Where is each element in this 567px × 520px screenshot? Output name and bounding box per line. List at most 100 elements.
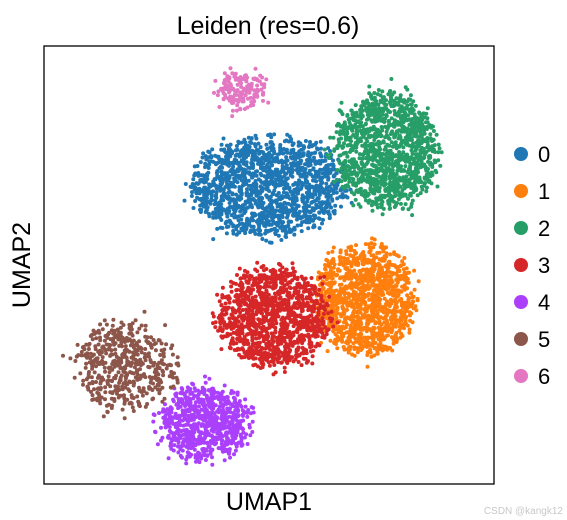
scatter-point: [330, 249, 335, 254]
scatter-point: [204, 207, 209, 212]
scatter-point: [183, 182, 188, 186]
scatter-point: [419, 112, 424, 117]
scatter-point: [375, 315, 380, 320]
scatter-point: [313, 150, 318, 155]
scatter-point: [339, 188, 343, 193]
scatter-point: [226, 210, 231, 215]
scatter-point: [339, 179, 344, 184]
scatter-point: [248, 166, 253, 170]
scatter-point: [391, 341, 396, 346]
scatter-point: [269, 135, 274, 140]
scatter-point: [253, 182, 258, 186]
scatter-point: [410, 213, 415, 218]
scatter-point: [198, 160, 203, 165]
scatter-point: [396, 265, 400, 269]
scatter-point: [385, 126, 390, 131]
scatter-point: [205, 177, 210, 181]
scatter-point: [402, 256, 407, 260]
scatter-point: [407, 143, 412, 148]
scatter-point: [262, 210, 266, 215]
scatter-point: [272, 226, 277, 231]
scatter-point: [417, 127, 422, 132]
scatter-point: [380, 128, 385, 133]
scatter-point: [365, 117, 369, 122]
scatter-point: [267, 203, 272, 207]
scatter-point: [269, 240, 274, 245]
scatter-point: [295, 166, 300, 171]
scatter-point: [387, 182, 392, 187]
scatter-point: [388, 206, 392, 211]
scatter-point: [342, 151, 347, 156]
scatter-point: [380, 125, 385, 130]
scatter-point: [399, 104, 404, 109]
scatter-point: [369, 203, 374, 208]
scatter-point: [297, 209, 302, 214]
scatter-point: [371, 253, 376, 258]
scatter-point: [401, 267, 406, 272]
scatter-point: [378, 118, 383, 123]
scatter-point: [329, 276, 334, 280]
scatter-point: [354, 134, 359, 139]
scatter-point: [281, 159, 285, 164]
scatter-point: [347, 125, 352, 130]
scatter-point: [238, 209, 243, 214]
scatter-point: [370, 333, 375, 338]
scatter-point: [345, 307, 349, 312]
scatter-point: [380, 344, 385, 349]
scatter-point: [287, 219, 292, 224]
scatter-point: [209, 198, 214, 203]
scatter-point: [277, 356, 281, 361]
scatter-point: [358, 204, 363, 209]
scatter-point: [317, 185, 322, 190]
scatter-point: [225, 143, 229, 148]
scatter-point: [394, 253, 399, 258]
scatter-point: [275, 204, 280, 209]
scatter-point: [378, 158, 383, 163]
scatter-point: [267, 157, 272, 162]
scatter-point: [248, 192, 252, 197]
scatter-point: [351, 203, 356, 208]
scatter-point: [332, 299, 337, 304]
scatter-point: [286, 139, 291, 144]
scatter-point: [405, 293, 410, 298]
scatter-point: [387, 160, 391, 165]
scatter-point: [265, 184, 270, 189]
scatter-point: [383, 189, 388, 193]
scatter-point: [371, 325, 376, 330]
scatter-point: [199, 173, 204, 178]
scatter-point: [386, 274, 391, 279]
scatter-point: [374, 173, 379, 178]
scatter-point: [251, 196, 256, 201]
scatter-point: [363, 258, 368, 263]
scatter-point: [286, 201, 291, 206]
scatter-point: [307, 156, 312, 161]
scatter-point: [335, 346, 340, 351]
scatter-point: [365, 109, 369, 114]
scatter-point: [402, 270, 407, 275]
scatter-point: [219, 169, 224, 174]
scatter-point: [314, 202, 319, 207]
scatter-point: [372, 237, 377, 242]
scatter-point: [205, 173, 210, 178]
scatter-point: [246, 341, 251, 346]
scatter-point: [302, 201, 307, 206]
scatter-point: [266, 174, 271, 179]
scatter-point: [400, 334, 405, 338]
scatter-point: [331, 191, 336, 195]
scatter-point: [320, 335, 325, 340]
scatter-point: [393, 102, 397, 107]
scatter-point: [283, 224, 288, 229]
scatter-point: [366, 242, 371, 247]
scatter-point: [265, 162, 270, 167]
scatter-point: [277, 209, 282, 214]
scatter-point: [234, 144, 239, 148]
scatter-point: [258, 145, 263, 150]
scatter-point: [290, 206, 295, 211]
scatter-point: [372, 97, 377, 102]
scatter-point: [273, 231, 278, 235]
scatter-point: [320, 167, 325, 172]
scatter-point: [231, 231, 236, 236]
scatter-point: [362, 171, 367, 176]
scatter-point: [375, 295, 380, 300]
scatter-point: [349, 284, 354, 289]
